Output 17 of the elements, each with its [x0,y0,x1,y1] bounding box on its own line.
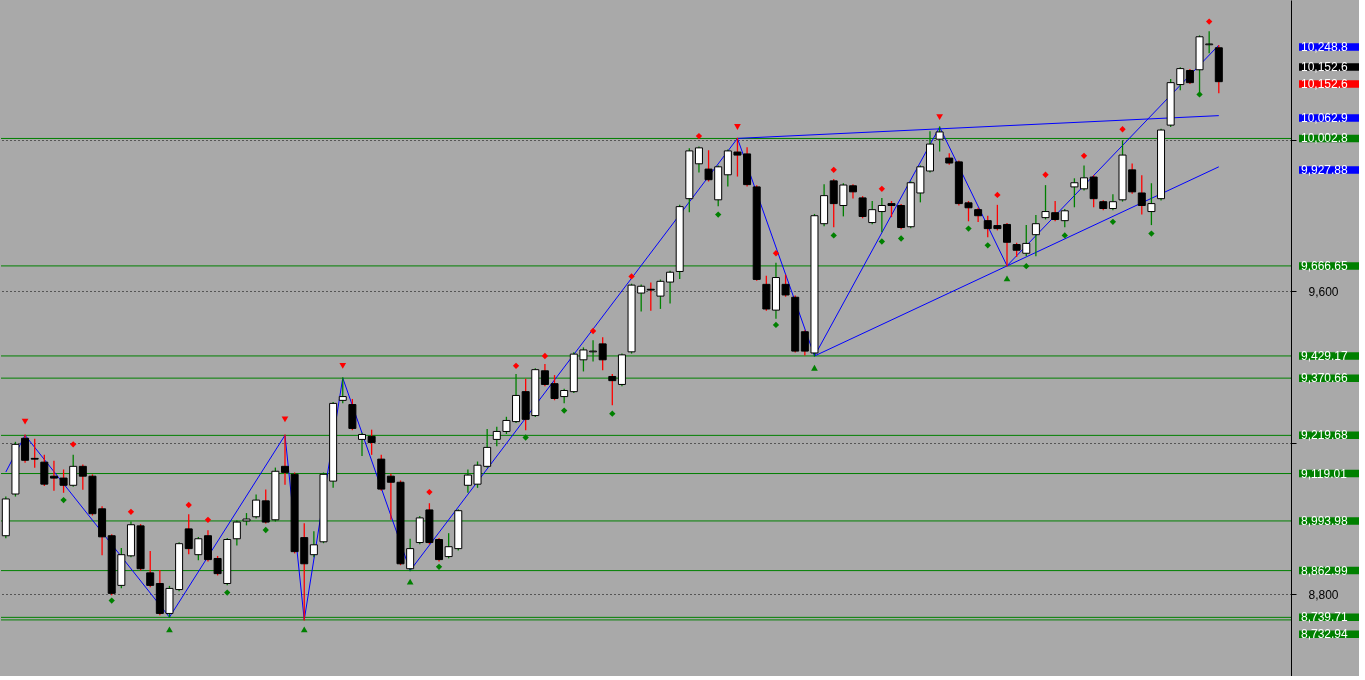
ref-line-label: 9,666.65 [1301,258,1349,273]
ref-line-label: 8,739.71 [1301,610,1349,625]
ref-line-label: 8,862.99 [1301,563,1349,578]
ref-line-label: 8,993.98 [1301,513,1349,528]
text: 10,152.6 [1301,77,1349,92]
text: 9,927.88 [1301,163,1349,178]
legend-label: 8,732.94 [1301,627,1349,642]
text: 10,152.6 [1301,60,1349,75]
text: 10,062.9 [1301,111,1349,126]
ref-line-label: 9,370.66 [1301,371,1349,386]
ref-line-label: 10,002.8 [1301,131,1349,146]
ref-line-label: 9,429.17 [1301,348,1349,363]
y-tick-label: 9,600 [1308,284,1339,299]
text: 10,248.8 [1301,40,1349,54]
ref-line-label: 9,219.68 [1301,428,1349,443]
ref-line-label: 9,119.01 [1301,466,1348,481]
y-tick-label: 8,800 [1308,587,1339,602]
